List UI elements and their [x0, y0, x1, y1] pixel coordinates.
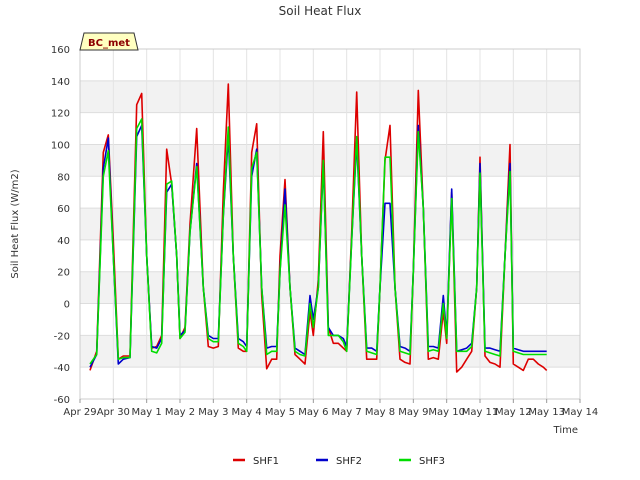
badge-shape [79, 32, 139, 51]
x-tick-label: May 3 [198, 407, 228, 418]
y-tick-label: 120 [51, 109, 70, 120]
x-tick-label: May 10 [428, 407, 465, 418]
y-tick-label: 100 [51, 140, 70, 151]
plot-band [80, 367, 580, 399]
x-tick-label: May 9 [398, 407, 428, 418]
x-tick-label: Apr 30 [97, 407, 130, 418]
legend-label-shf3: SHF3 [419, 456, 445, 467]
x-axis-ticks: Apr 29 Apr 30 May 1 May 2 May 3 May 4 May 5 May… [63, 399, 598, 418]
x-tick-label: May 11 [462, 407, 499, 418]
y-axis-title: Soil Heat Flux (W/m2) [10, 169, 21, 278]
y-tick-label: 40 [57, 236, 70, 247]
plot-frame [79, 48, 581, 400]
y-tick-label: -40 [54, 363, 70, 374]
chart-title: Soil Heat Flux [279, 4, 362, 18]
y-tick-label: 60 [57, 204, 70, 215]
plot-band [80, 335, 580, 368]
legend: SHF1 SHF2 SHF3 [233, 456, 445, 467]
plot-band [80, 80, 580, 113]
y-tick-label: -20 [54, 331, 70, 342]
x-tick-label: May 5 [265, 407, 295, 418]
y-axis-ticks: -60 -40 -20 0 20 40 60 80 100 120 140 160 [51, 45, 70, 406]
plot-band [80, 112, 580, 145]
series-line-shf3 [89, 118, 547, 365]
x-tick-label: May 2 [165, 407, 195, 418]
legend-label-shf1: SHF1 [253, 456, 279, 467]
x-tick-label: May 12 [495, 407, 532, 418]
y-tick-label: -60 [54, 395, 70, 406]
plot-band [80, 208, 580, 240]
x-tick-label: May 6 [298, 407, 328, 418]
y-tick-label: 80 [57, 172, 70, 183]
badge-text: BC_met [88, 38, 130, 49]
y-tick-label: 20 [57, 268, 70, 279]
x-tick-label: May 1 [132, 407, 162, 418]
x-tick-label: Apr 29 [63, 407, 96, 418]
x-tick-label: May 13 [528, 407, 565, 418]
x-tick-label: May 8 [365, 407, 395, 418]
series-layer [89, 83, 548, 373]
y-tick-label: 0 [64, 300, 70, 311]
legend-label-shf2: SHF2 [336, 456, 362, 467]
x-axis-title: Time [553, 425, 578, 436]
site-badge: BC_met [79, 32, 139, 51]
x-tick-label: May 7 [332, 407, 362, 418]
plot-band [80, 271, 580, 304]
y-tick-label: 160 [51, 45, 70, 56]
plot-band [80, 49, 580, 81]
plot-band [80, 144, 580, 177]
plot-band [80, 176, 580, 209]
y-tick-label: 140 [51, 77, 70, 88]
x-tick-label: May 4 [232, 407, 262, 418]
x-tick-label: May 14 [562, 407, 599, 418]
